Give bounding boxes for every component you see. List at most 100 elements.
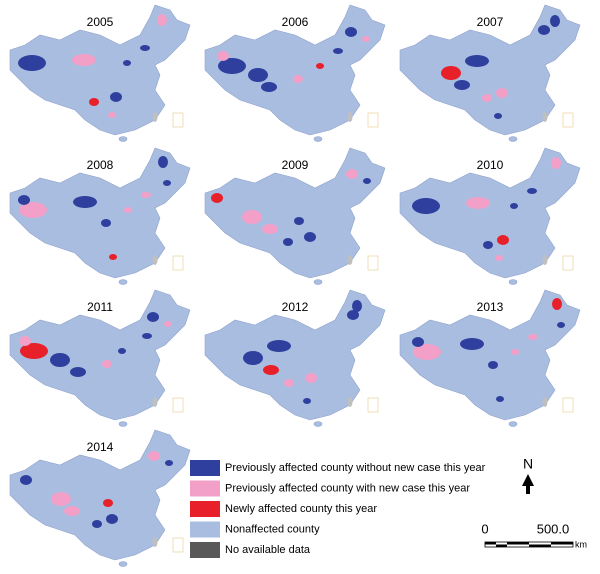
scale-seg [485,542,496,545]
county-cluster [20,475,32,485]
county-cluster [148,451,160,461]
inset-frame [172,537,184,553]
map: 2005 [9,4,191,142]
county-cluster [89,98,99,106]
county-cluster [157,14,167,26]
map: 2010 [399,147,581,285]
county-cluster [363,178,371,184]
county-cluster [110,92,122,102]
county-cluster [346,169,358,179]
county-cluster [496,88,508,98]
map: 2013 [399,289,581,427]
county-cluster [261,82,277,92]
county-cluster [412,337,424,347]
year-label: 2007 [477,15,504,29]
county-cluster [217,51,229,61]
county-cluster [510,203,518,209]
county-cluster [460,338,484,350]
year-label: 2012 [282,300,309,314]
county-cluster [511,349,519,355]
taiwan [542,255,548,265]
taiwan [347,112,353,122]
county-cluster [497,235,509,245]
taiwan [152,112,158,122]
county-cluster [64,506,80,516]
county-cluster [19,202,47,218]
county-cluster [164,321,172,327]
north-arrow: N [522,456,534,494]
map: 2008 [9,147,191,285]
county-cluster [488,361,498,369]
scale-label: 0 [481,521,488,536]
county-cluster [50,353,70,367]
map: 2012 [204,289,386,427]
hainan [313,421,323,427]
year-label: 2008 [87,158,114,172]
county-cluster [527,188,537,194]
year-label: 2014 [87,440,114,454]
county-cluster [248,68,268,82]
legend-label: Previously affected county with new case… [225,482,470,494]
county-cluster [267,340,291,352]
map: 2011 [9,289,191,427]
county-cluster [303,398,311,404]
arrow [522,474,534,494]
inset-frame [172,397,184,413]
county-cluster [109,254,117,260]
county-cluster [218,58,246,74]
county-cluster [333,48,343,54]
legend-label: No available data [225,544,311,556]
hainan [118,421,128,427]
county-cluster [103,499,113,507]
hainan [508,136,518,142]
north-label: N [523,456,533,472]
county-cluster [441,66,461,80]
map: 2014 [9,429,191,567]
taiwan [152,397,158,407]
county-cluster [18,195,30,205]
county-cluster [102,360,112,368]
year-label: 2009 [282,158,309,172]
scale-unit: km [575,539,587,549]
year-label: 2005 [87,15,114,29]
scale-bar: 0 500.0 km [481,521,587,549]
county-cluster [20,343,48,359]
county-cluster [538,25,550,35]
county-cluster [123,60,131,66]
taiwan [347,397,353,407]
legend-swatch [190,501,220,517]
county-cluster [528,334,538,340]
inset-frame [172,112,184,128]
map: 2006 [204,4,386,142]
county-cluster [18,55,46,71]
county-cluster [242,210,262,224]
inset-frame [367,112,379,128]
map: 2007 [399,4,581,142]
county-cluster [305,373,317,383]
scale-label: 500.0 [537,521,570,536]
legend-swatch [190,521,220,538]
county-cluster [106,514,118,524]
scale-seg [529,544,551,547]
county-cluster [92,520,102,528]
legend-swatch [190,542,220,558]
county-cluster [347,310,359,320]
county-cluster [557,322,565,328]
county-cluster [243,351,263,365]
county-cluster [51,492,71,506]
county-cluster [454,80,470,90]
legend-label: Newly affected county this year [225,503,377,515]
county-cluster [140,45,150,51]
county-cluster [19,336,31,346]
county-cluster [293,75,303,83]
county-cluster [495,255,503,261]
county-cluster [283,238,293,246]
county-cluster [70,367,86,377]
county-cluster [550,15,560,27]
county-cluster [304,232,316,242]
taiwan [542,397,548,407]
county-cluster [413,344,441,360]
scale-seg [551,542,573,545]
legend-label: Previously affected county without new c… [225,462,486,474]
